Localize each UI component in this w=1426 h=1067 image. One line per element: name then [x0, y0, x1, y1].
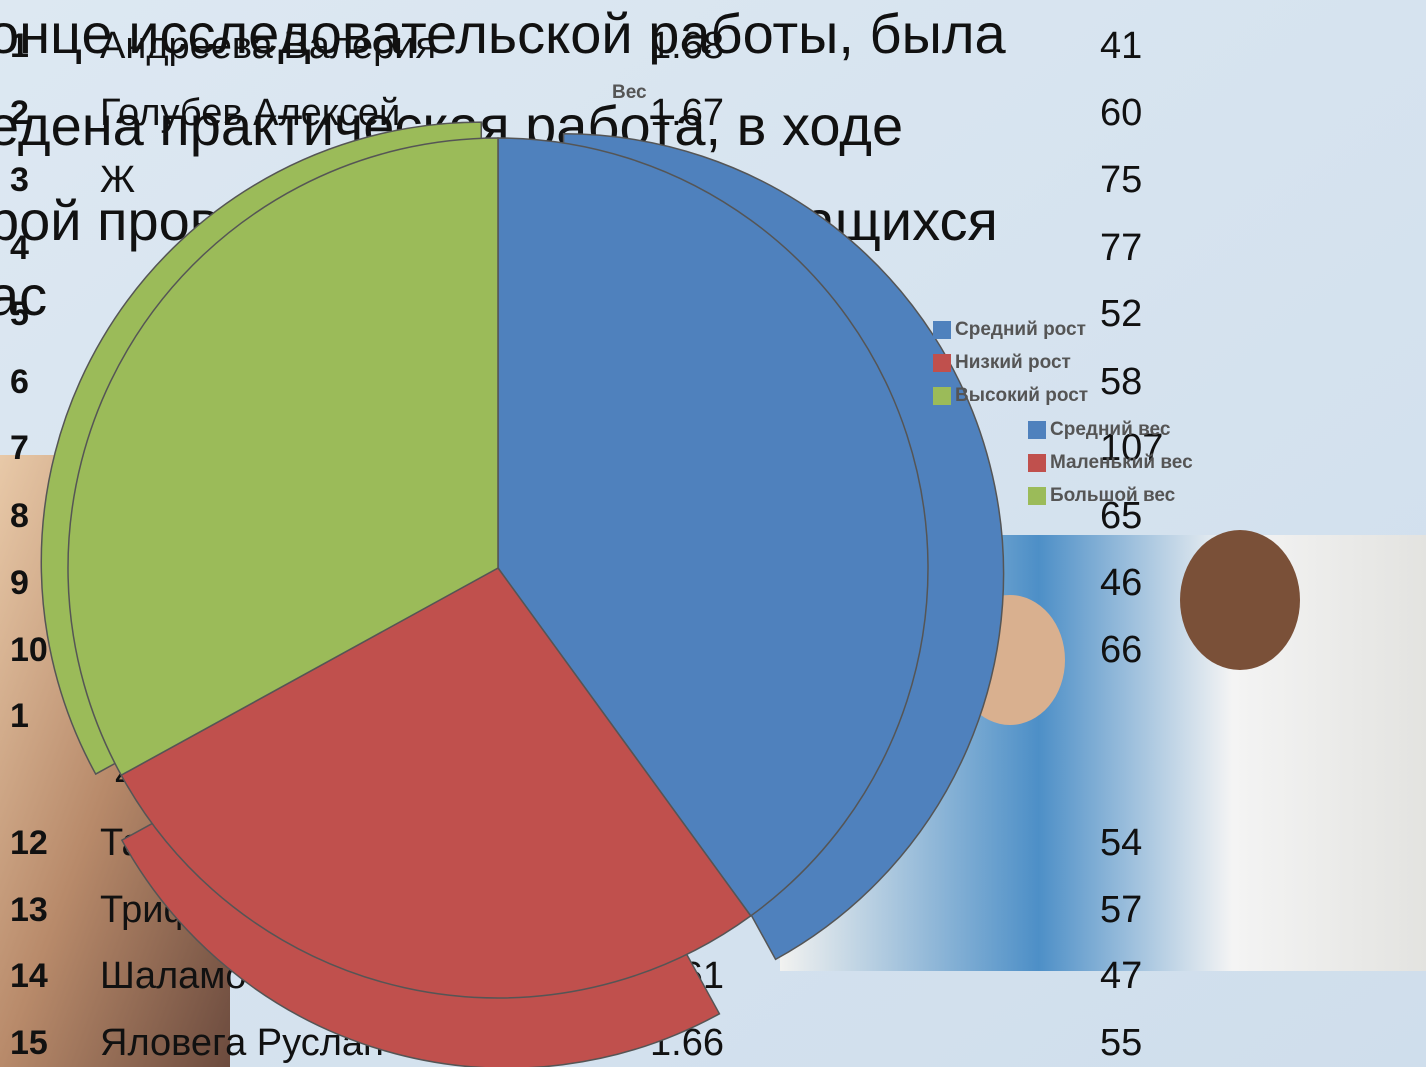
table-cell: 77	[1100, 227, 1142, 269]
table-cell: 41	[1100, 25, 1142, 67]
slide: онце исследовательской работы, былаедена…	[0, 0, 1426, 1067]
legend-swatch	[1028, 487, 1046, 505]
legend-swatch	[1028, 421, 1046, 439]
legend-label: Большой вес	[1050, 485, 1176, 506]
row-number: 1	[10, 27, 29, 65]
legend-label: Низкий рост	[955, 352, 1071, 373]
table-cell: 75	[1100, 159, 1142, 201]
row-number: 14	[10, 957, 48, 995]
photo-detail	[1180, 530, 1300, 670]
row-number: 3	[10, 161, 29, 199]
row-number: 15	[10, 1024, 48, 1062]
legend-label: Высокий рост	[955, 385, 1088, 406]
table-cell: 57	[1100, 889, 1142, 931]
row-number: 12	[10, 824, 48, 862]
legend-label: Средний рост	[955, 319, 1086, 340]
table-cell: 46	[1100, 562, 1142, 604]
row-number: 8	[10, 497, 29, 535]
table-cell: 55	[1100, 1022, 1142, 1064]
table-cell: Голубев Алексей	[100, 92, 400, 134]
row-number: 13	[10, 891, 48, 929]
legend-swatch	[933, 387, 951, 405]
legend-label: Средний вес	[1050, 419, 1171, 440]
row-number: 9	[10, 564, 29, 602]
table-cell: Андреева Валерия	[100, 25, 436, 67]
row-number: 1	[10, 697, 29, 735]
table-cell: 1.67	[650, 92, 724, 134]
row-number: 5	[10, 295, 29, 333]
table-cell: 1.68	[650, 25, 724, 67]
row-number: 10	[10, 631, 48, 669]
legend-swatch	[1028, 454, 1046, 472]
row-number: 7	[10, 429, 29, 467]
table-cell: Ж	[100, 159, 135, 201]
row-number: 2	[10, 94, 29, 132]
table-cell: 54	[1100, 822, 1142, 864]
table-cell: 47	[1100, 955, 1142, 997]
legend-swatch	[933, 354, 951, 372]
legend-label: Маленький вес	[1050, 452, 1193, 473]
table-cell: 66	[1100, 629, 1142, 671]
row-number: 4	[10, 229, 29, 267]
table-cell: 58	[1100, 361, 1142, 403]
table-cell: 52	[1100, 293, 1142, 335]
row-number: 6	[10, 363, 29, 401]
table-cell: 60	[1100, 92, 1142, 134]
legend-swatch	[933, 321, 951, 339]
chart-title: Вес	[612, 82, 647, 103]
